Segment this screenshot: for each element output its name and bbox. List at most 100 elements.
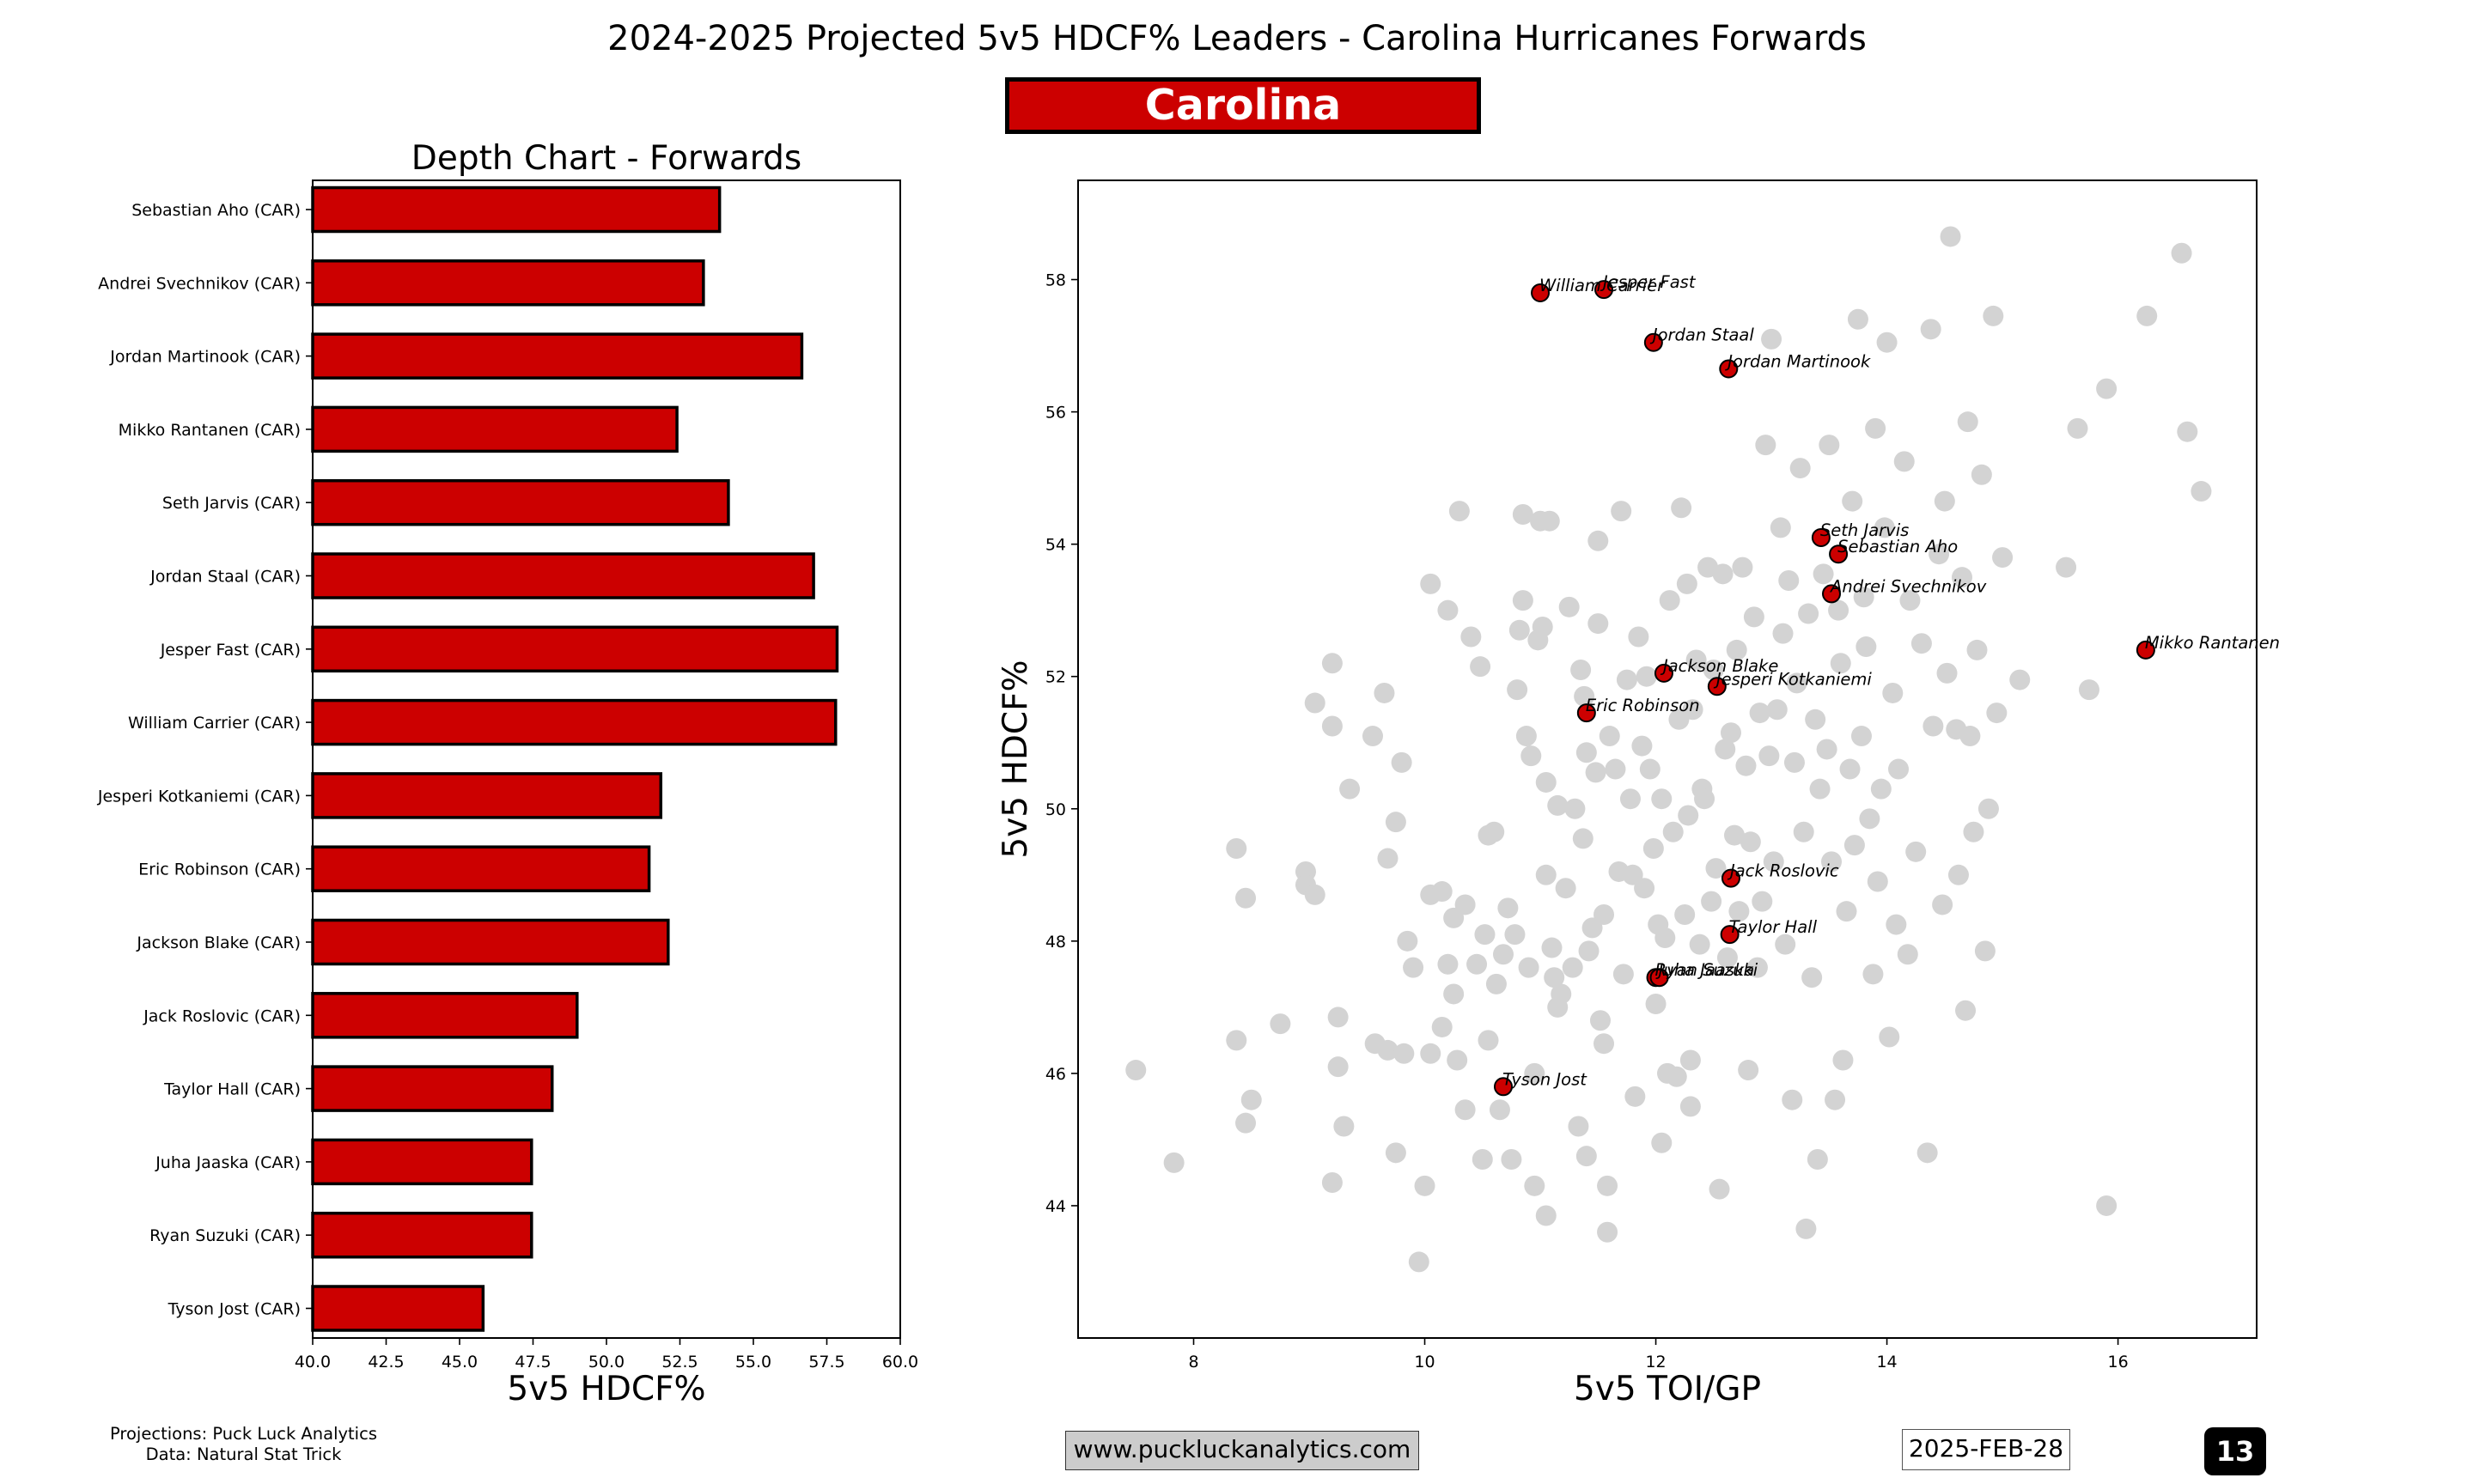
bar-x-tick-label: 52.5 [661,1353,698,1371]
background-point [1740,831,1761,853]
bar [311,1285,485,1332]
scatter-y-tick-label: 52 [1045,668,1066,687]
background-point [1443,983,1465,1005]
bar [311,478,730,526]
background-point [1654,927,1676,948]
bar [311,992,579,1039]
background-point [1850,726,1872,747]
scatter-x-tick-label: 16 [2107,1353,2128,1371]
background-point [1634,878,1655,899]
player-point [2136,640,2155,660]
background-point [1963,821,1984,842]
bar-x-tick-label: 57.5 [808,1353,844,1371]
background-point [1763,851,1784,873]
background-point [1447,1049,1468,1071]
background-point [2096,378,2118,399]
background-point [1624,1086,1646,1107]
background-point [1867,871,1888,892]
bar-category-label: Jesperi Kotkaniemi (CAR) [97,787,301,806]
background-point [1524,1062,1545,1084]
background-point [1593,1033,1615,1055]
bar [311,1065,554,1112]
team-badge: Carolina Hurricanes [1005,77,1481,178]
player-point-label: Eric Robinson [1586,696,1700,715]
background-point [1865,417,1886,439]
background-point [1568,1116,1589,1137]
player-point [1649,968,1669,988]
report-date: 2025-FEB-28 [1902,1429,2070,1470]
background-point [1758,745,1780,767]
background-point [1855,636,1877,658]
bar-x-tick-label: 50.0 [588,1353,625,1371]
background-point [1761,328,1782,350]
scatter-y-axis-label: 5v5 HDCF% [996,660,1035,858]
background-point [1558,596,1580,617]
website-link[interactable]: www.puckluckanalytics.com [1065,1431,1419,1470]
background-point [2078,679,2099,701]
background-point [1966,639,1988,660]
background-point [1923,715,1944,737]
background-point [1539,510,1560,532]
background-point [1304,692,1325,714]
background-point [1518,957,1539,978]
background-point [1585,762,1606,783]
background-point [1547,794,1569,816]
background-point [1910,633,1932,654]
background-point [1783,751,1805,773]
background-point [1437,953,1459,975]
bar [311,698,838,746]
background-point [1955,1000,1977,1021]
background-point [1454,894,1476,915]
background-point [1636,666,1657,687]
background-point [1870,778,1892,800]
background-point [1327,1007,1349,1028]
page-title: 2024-2025 Projected 5v5 HDCF% Leaders - … [607,19,1867,58]
background-point [1611,501,1632,522]
background-point [1662,821,1684,842]
background-point [1651,788,1673,810]
background-point [1801,967,1823,988]
bar [311,332,804,380]
player-point [1493,1077,1513,1097]
background-point [1605,758,1626,780]
player-point [1594,280,1614,300]
background-point [1431,1016,1453,1037]
background-point [1587,530,1609,551]
background-point [1587,613,1609,635]
background-point [1983,305,2004,326]
background-point [1778,570,1800,592]
scatter-x-tick-label: 14 [1876,1353,1897,1371]
background-point [1679,1049,1701,1071]
player-point [1811,527,1831,547]
background-point [1770,517,1791,538]
background-point [1474,924,1496,946]
background-point [1789,458,1811,479]
background-point [1859,808,1880,830]
bar-category-label: William Carrier (CAR) [128,714,301,733]
background-point [1882,682,1904,703]
bar-x-tick-label: 47.5 [515,1353,551,1371]
background-point [1916,1142,1938,1164]
background-point [1992,547,2014,569]
background-point [1952,567,1972,588]
bar-x-tick-label: 55.0 [735,1353,771,1371]
background-point [1974,940,1996,962]
bar-x-axis-label: 5v5 HDCF% [507,1370,705,1408]
background-point [1470,656,1491,678]
background-point [1897,944,1918,965]
background-point [1645,994,1667,1015]
bar [311,918,670,966]
background-point [1420,573,1441,594]
player-point-label: William Carrier [1539,276,1666,295]
background-point [1535,864,1557,885]
scatter-y-tick-label: 44 [1045,1197,1066,1216]
background-point [1977,798,1999,819]
background-point [1934,490,1955,512]
background-point [1932,894,1953,915]
player-point [1707,677,1727,696]
toi-vs-hdcf-scatter-chart: 8 10 12 14 16 44 46 48 50 52 54 56 58 William Carrie… [996,179,2280,1408]
background-point [1575,742,1597,763]
background-point [1752,891,1773,912]
background-point [1819,435,1840,456]
background-point [1535,771,1557,793]
